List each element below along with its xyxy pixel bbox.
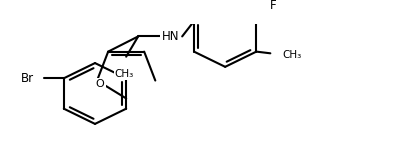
Text: CH₃: CH₃ bbox=[114, 68, 134, 78]
Text: CH₃: CH₃ bbox=[282, 50, 301, 60]
Text: HN: HN bbox=[161, 30, 178, 43]
Text: Br: Br bbox=[20, 72, 34, 85]
Text: F: F bbox=[270, 0, 276, 12]
Text: O: O bbox=[95, 79, 104, 89]
